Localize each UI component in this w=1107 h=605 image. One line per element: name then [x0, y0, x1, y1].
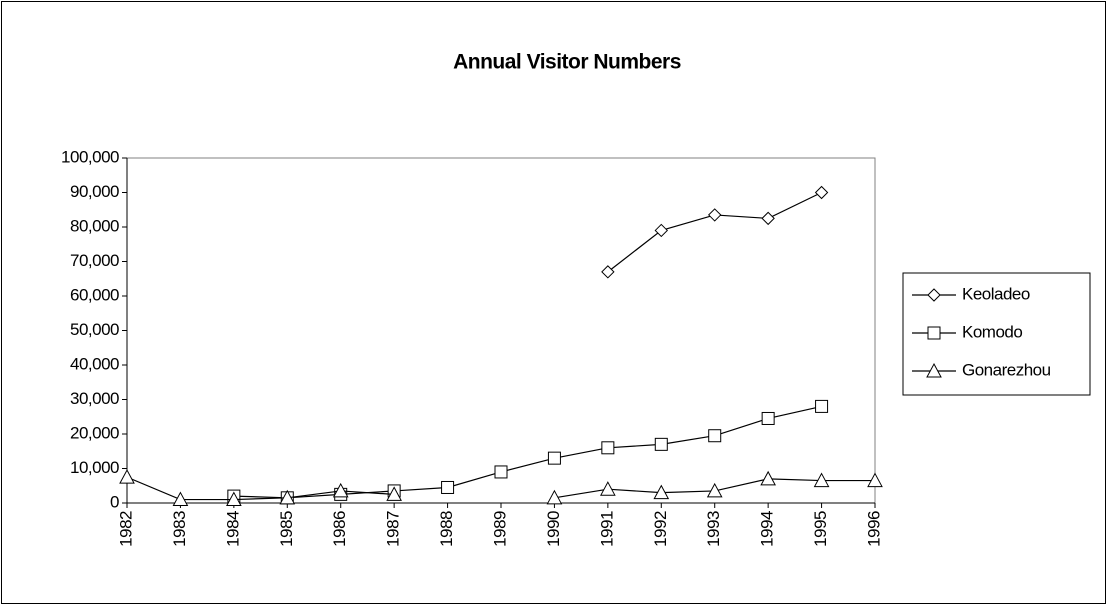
- x-tick-label: 1983: [170, 511, 189, 547]
- legend-label: Gonarezhou: [962, 360, 1051, 379]
- square-marker: [494, 465, 508, 479]
- x-tick-label: 1994: [758, 511, 777, 547]
- diamond-marker: [814, 185, 829, 200]
- triangle-marker: [760, 470, 776, 486]
- y-tick-label: 80,000: [70, 216, 119, 235]
- x-tick-label: 1987: [384, 511, 403, 547]
- square-marker: [815, 399, 829, 413]
- square-marker: [761, 411, 775, 425]
- x-tick-label: 1986: [330, 511, 349, 547]
- triangle-marker: [813, 472, 830, 488]
- x-tick-label: 1985: [277, 511, 296, 547]
- square-marker: [547, 451, 561, 465]
- triangle-marker: [706, 482, 723, 498]
- x-tick-label: 1995: [811, 511, 830, 547]
- diamond-marker: [927, 288, 941, 302]
- diamond-marker: [601, 265, 615, 279]
- triangle-marker: [926, 362, 942, 378]
- square-marker: [601, 441, 615, 455]
- square-marker: [927, 326, 941, 340]
- triangle-marker: [332, 482, 349, 498]
- square-marker: [441, 480, 455, 494]
- square-marker: [708, 429, 722, 443]
- x-tick-label: 1982: [116, 511, 135, 547]
- triangle-marker: [172, 491, 189, 507]
- y-tick-label: 40,000: [70, 354, 119, 373]
- y-tick-label: 10,000: [70, 458, 119, 477]
- x-tick-label: 1992: [651, 511, 670, 547]
- y-tick-label: 50,000: [70, 320, 119, 339]
- y-tick-label: 90,000: [70, 182, 119, 201]
- diamond-marker: [761, 211, 775, 226]
- x-tick-label: 1989: [490, 511, 509, 547]
- triangle-marker: [279, 489, 296, 505]
- y-tick-label: 70,000: [70, 251, 119, 270]
- legend-label: Keoladeo: [962, 284, 1030, 303]
- y-tick-label: 20,000: [70, 423, 119, 442]
- square-marker: [654, 437, 668, 451]
- triangle-marker: [226, 491, 242, 507]
- y-tick-label: 0: [110, 492, 119, 511]
- x-tick-label: 1993: [704, 511, 723, 547]
- diamond-marker: [654, 223, 668, 238]
- triangle-marker: [653, 484, 670, 500]
- legend-label: Komodo: [962, 322, 1022, 341]
- triangle-marker: [386, 486, 402, 501]
- x-tick-label: 1990: [544, 511, 563, 547]
- y-tick-label: 60,000: [70, 285, 119, 304]
- triangle-marker: [119, 469, 135, 484]
- chart-title: Annual Visitor Numbers: [453, 51, 681, 74]
- triangle-marker: [600, 481, 616, 496]
- y-tick-label: 30,000: [70, 389, 119, 408]
- x-tick-label: 1991: [597, 511, 616, 547]
- x-tick-label: 1996: [864, 511, 883, 547]
- series-line: [126, 476, 395, 501]
- x-tick-label: 1988: [437, 511, 456, 547]
- y-tick-label: 100,000: [61, 147, 119, 166]
- x-tick-label: 1984: [223, 511, 242, 547]
- series-line: [233, 405, 822, 499]
- diamond-marker: [708, 208, 722, 222]
- triangle-marker: [546, 489, 563, 505]
- triangle-marker: [867, 472, 883, 488]
